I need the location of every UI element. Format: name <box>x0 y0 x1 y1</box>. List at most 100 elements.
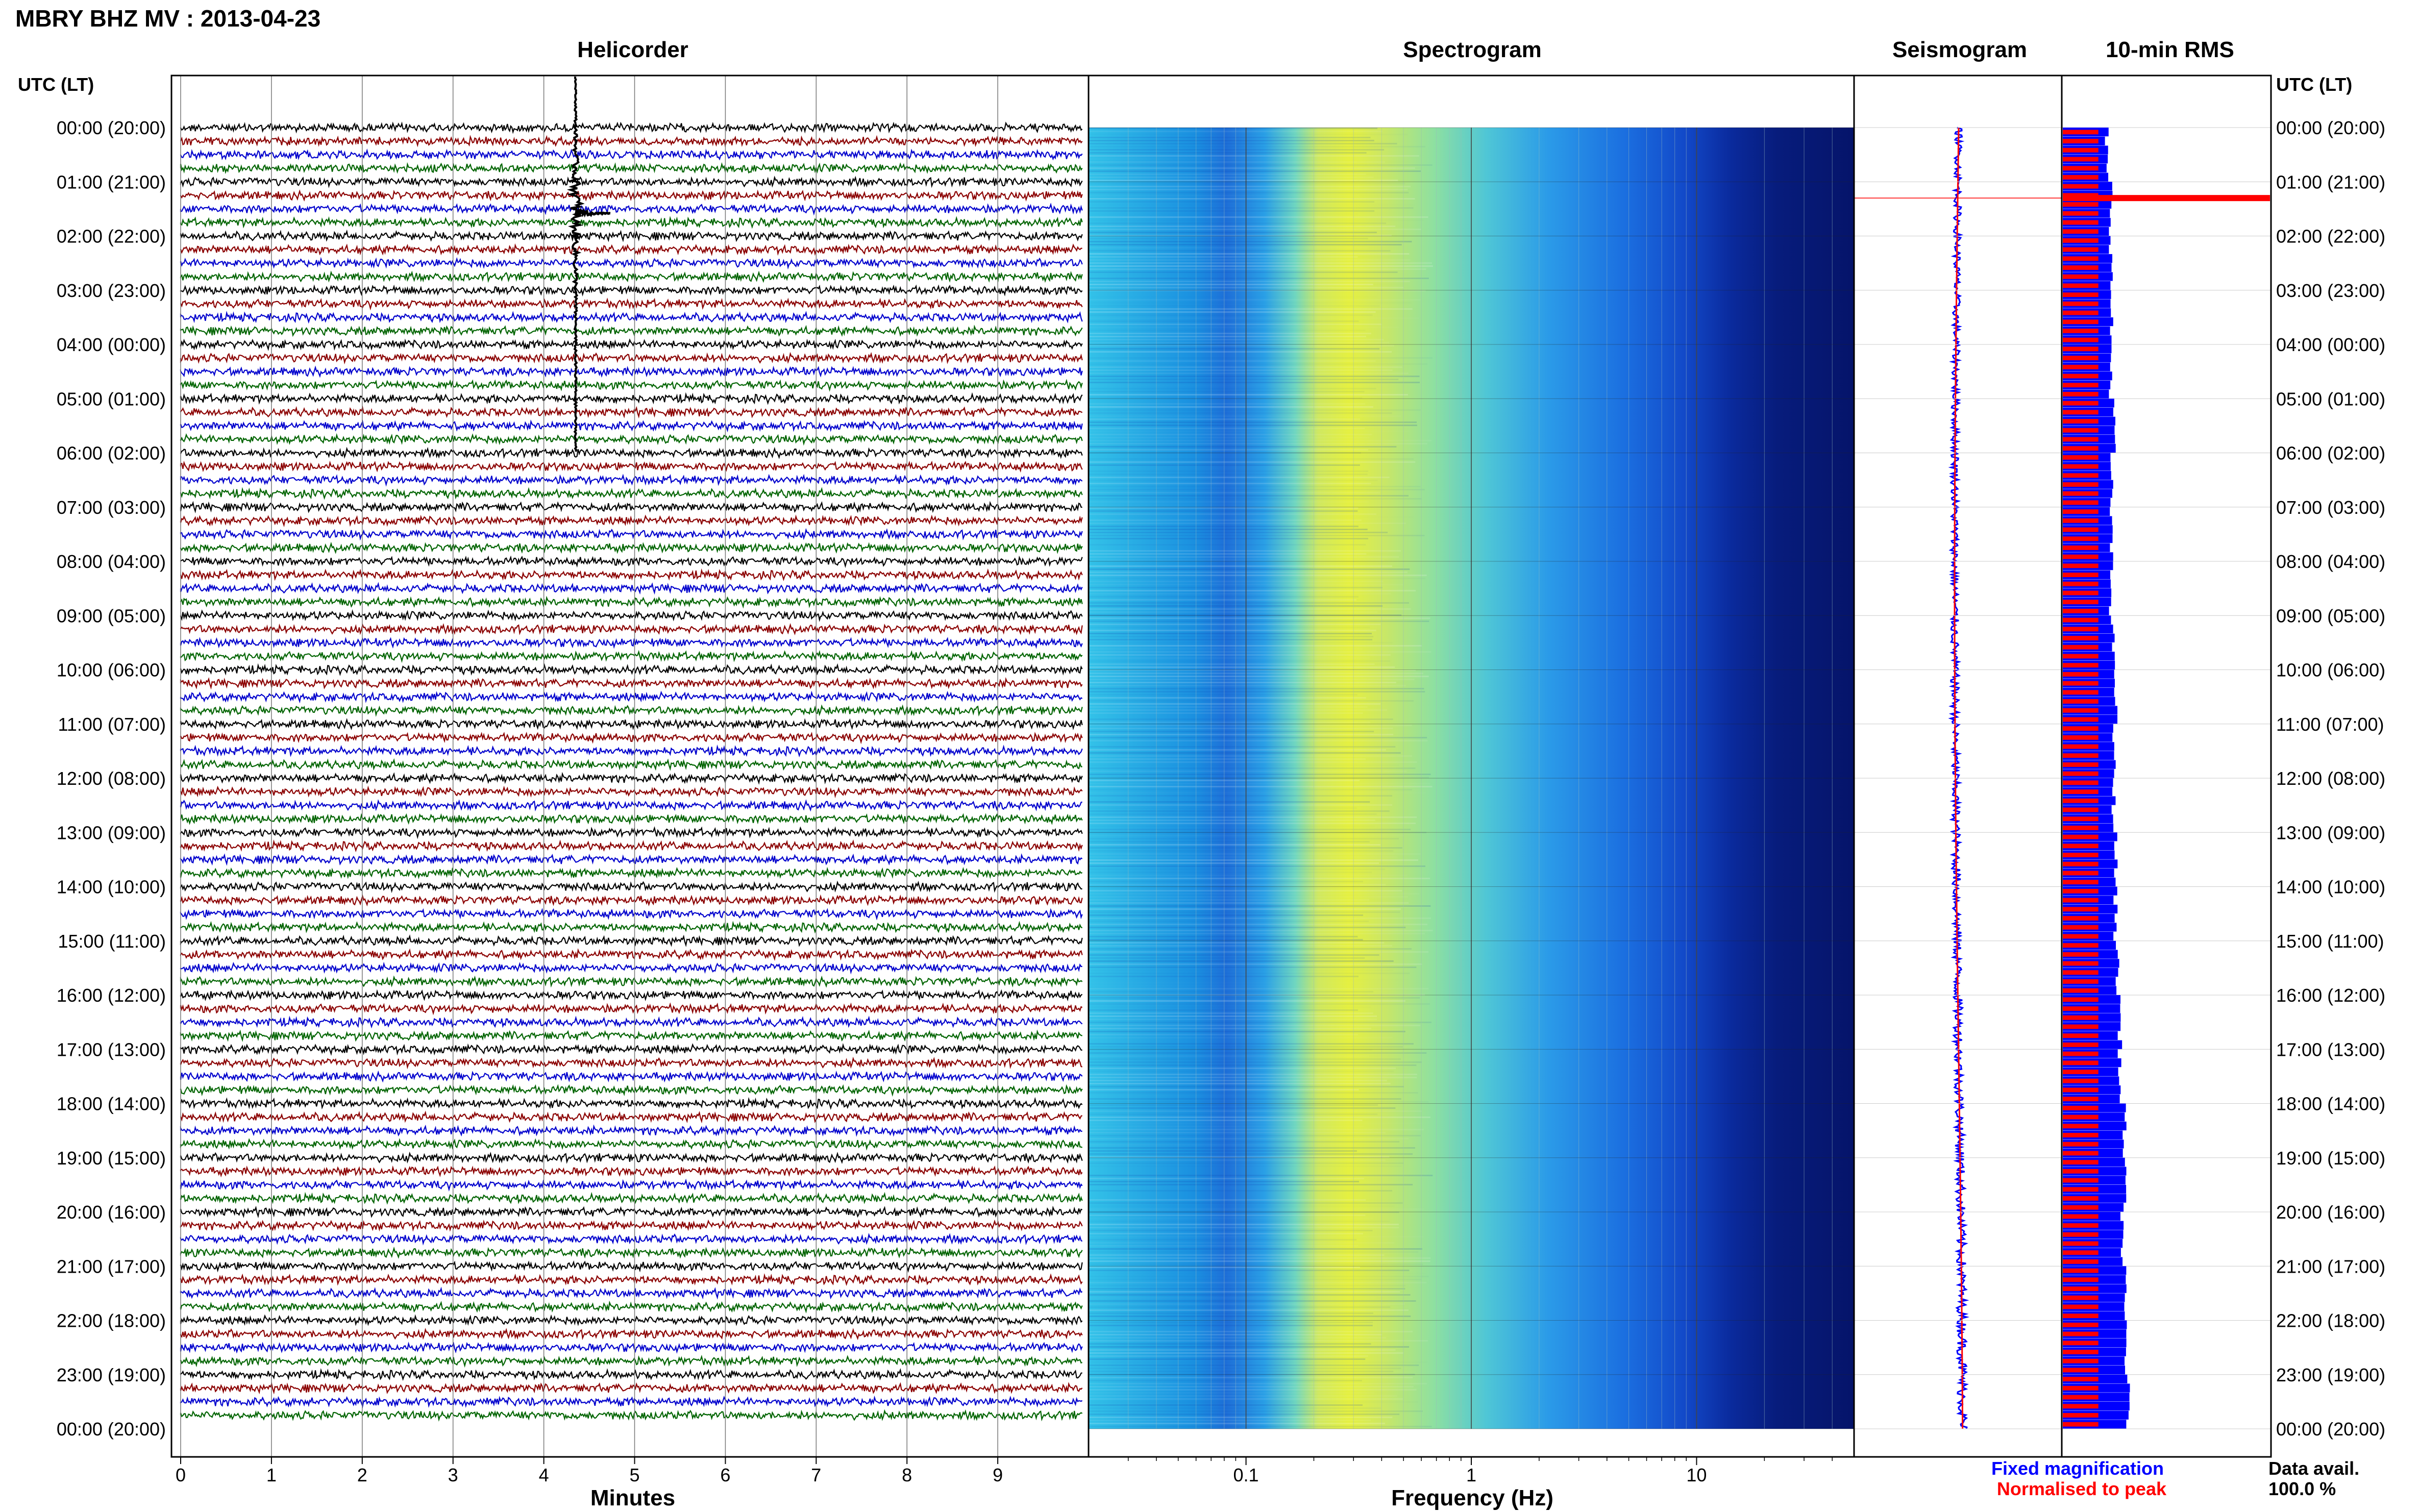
spectrogram-texture <box>1089 1316 1411 1317</box>
spectrogram-texture <box>1089 865 1425 867</box>
spectrogram-texture <box>1089 305 1379 307</box>
rms-bar-normalised <box>2063 708 2099 713</box>
spectrogram-texture <box>1089 1236 1424 1237</box>
spectrogram-texture <box>1089 936 1358 937</box>
helicorder-trace <box>180 176 1083 188</box>
spectrogram-texture <box>1089 342 1390 343</box>
spectrogram-texture <box>1089 161 1385 163</box>
spectrogram-texture <box>1089 1221 1390 1222</box>
spectrogram-texture <box>1089 1377 1413 1378</box>
helicorder-trace <box>180 1110 1083 1124</box>
spectrogram-texture <box>1089 299 1421 301</box>
spectrogram-texture <box>1089 795 1392 797</box>
spectrogram-texture <box>1089 382 1420 383</box>
rms-bar-normalised <box>2063 554 2099 559</box>
helicorder-trace <box>180 1286 1083 1300</box>
spectrogram-texture <box>1089 1138 1409 1139</box>
helicorder-trace <box>180 325 1083 337</box>
spectrogram-texture <box>1089 789 1413 790</box>
rms-bar-normalised <box>2063 1024 2099 1029</box>
spectrogram-texture <box>1089 694 1357 696</box>
spectrogram-texture <box>1089 1187 1374 1188</box>
rms-bar-normalised <box>2063 1178 2099 1183</box>
helicorder-trace <box>180 514 1083 528</box>
spectrogram-texture <box>1089 238 1368 239</box>
spectrogram-texture <box>1089 976 1359 977</box>
spectrogram-texture <box>1089 590 1416 591</box>
helicorder-trace <box>180 908 1083 921</box>
helicorder-trace <box>180 203 1083 216</box>
rms-bar-normalised <box>2063 717 2099 722</box>
spectrogram-texture <box>1089 529 1368 530</box>
helicorder-trace <box>180 839 1083 853</box>
spectrogram-texture <box>1089 302 1412 304</box>
spectrogram-texture <box>1089 1233 1363 1234</box>
spectrogram-texture <box>1089 422 1417 423</box>
spectrogram-texture <box>1089 204 1415 206</box>
helicorder-trace <box>180 880 1082 894</box>
rms-bar-normalised <box>2063 1259 2099 1264</box>
spectrogram-texture <box>1089 755 1413 757</box>
time-label: 12:00 (08:00) <box>57 768 166 789</box>
spectrogram-texture <box>1089 440 1432 441</box>
spectrogram-texture <box>1089 1325 1373 1326</box>
spectrogram-texture <box>1089 510 1358 512</box>
spectrogram-texture <box>1089 801 1370 803</box>
spectrogram-texture <box>1089 1009 1358 1011</box>
spectrogram-texture <box>1089 982 1406 983</box>
spectrogram-texture <box>1089 247 1369 249</box>
spectrogram-texture <box>1089 504 1425 506</box>
rms-bar-normalised <box>2063 1277 2099 1282</box>
spectrogram-texture <box>1089 1254 1385 1256</box>
spectrogram-texture <box>1089 761 1417 763</box>
spectrogram-texture <box>1089 559 1384 561</box>
spectrogram-texture <box>1089 602 1409 604</box>
rms-bar-normalised <box>2063 1404 2099 1409</box>
spectrogram-texture <box>1089 1343 1371 1345</box>
time-label: 01:00 (21:00) <box>57 171 166 192</box>
spectrogram-texture <box>1089 1144 1356 1146</box>
spectrogram-texture <box>1089 271 1398 273</box>
rms-bar-normalised <box>2063 636 2099 640</box>
spectrogram-texture <box>1089 676 1429 677</box>
spectrogram-texture <box>1089 1129 1424 1130</box>
spectrogram-texture <box>1089 832 1427 833</box>
spectrogram-texture <box>1089 333 1371 334</box>
spectrogram-texture <box>1089 1426 1432 1427</box>
spectrogram-texture <box>1089 1214 1366 1216</box>
rms-bar-normalised <box>2063 898 2099 903</box>
helicorder-trace <box>180 447 1083 459</box>
spectrogram-texture <box>1089 1028 1372 1029</box>
helicorder-trace <box>180 284 1083 296</box>
spectrogram-texture <box>1089 443 1427 444</box>
spectrogram-texture <box>1089 128 1378 129</box>
rms-bar-normalised <box>2063 916 2099 921</box>
rms-bar-normalised <box>2063 1322 2099 1327</box>
spectrogram-texture <box>1089 308 1413 310</box>
spectrogram-texture <box>1089 1052 1427 1054</box>
spectrogram-texture <box>1089 1019 1377 1020</box>
spectrogram-texture <box>1089 970 1394 971</box>
spectrogram-texture <box>1089 1055 1369 1057</box>
rms-bar-normalised <box>2063 1078 2099 1083</box>
rms-bar-normalised <box>2063 319 2099 325</box>
spectrogram-texture <box>1089 887 1380 888</box>
spectrogram-texture <box>1089 480 1378 481</box>
spectrogram-xlabel: Frequency (Hz) <box>1391 1485 1553 1510</box>
spectrogram-texture <box>1089 575 1427 576</box>
spectrogram-texture <box>1089 213 1359 215</box>
rms-bar-normalised <box>2063 1295 2099 1300</box>
spectrogram-texture <box>1089 1358 1366 1360</box>
spectrogram-texture <box>1089 749 1386 751</box>
panel-frames <box>170 75 2272 1458</box>
spectrogram-texture <box>1089 314 1373 316</box>
spectrogram-texture <box>1089 284 1373 285</box>
rms-peak-bar <box>2063 195 2270 202</box>
spectrogram-texture <box>1089 437 1370 438</box>
spectrogram-texture <box>1089 1089 1359 1090</box>
spectrogram-texture <box>1089 1420 1371 1421</box>
rms-bar-normalised <box>2063 645 2099 650</box>
helicorder-event <box>566 76 585 452</box>
rms-bar-normalised <box>2063 1205 2099 1210</box>
helicorder-trace <box>180 216 1083 229</box>
